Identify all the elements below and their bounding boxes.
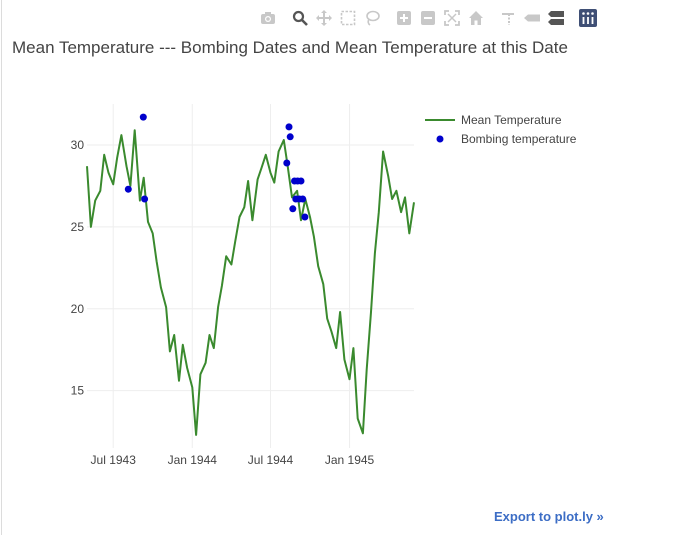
y-tick-label: 25 [71,220,85,234]
lasso-select-icon[interactable] [362,8,382,28]
camera-icon[interactable] [258,8,278,28]
bombing-point [289,205,297,213]
frame-border [1,0,2,535]
bombing-point [141,195,149,203]
export-link[interactable]: Export to plot.ly » [494,509,604,524]
bombing-point [297,177,305,185]
x-tick-label: Jan 1944 [168,453,218,467]
bombing-point [299,195,307,203]
spike-lines-icon[interactable] [498,8,518,28]
box-select-icon[interactable] [338,8,358,28]
hover-compare-icon[interactable] [546,8,566,28]
x-tick-label: Jul 1943 [91,453,137,467]
bombing-point [286,133,294,141]
bombing-point [301,213,309,221]
zoom-icon[interactable] [290,8,310,28]
legend-item-bombing: Bombing temperature [461,132,577,146]
legend-item-mean: Mean Temperature [461,113,562,127]
legend-marker-swatch [436,135,444,143]
y-tick-label: 20 [71,302,85,316]
zoom-in-icon[interactable] [394,8,414,28]
zoom-out-icon[interactable] [418,8,438,28]
plotly-logo-icon[interactable] [578,8,598,28]
x-tick-label: Jan 1945 [325,453,375,467]
chart-title: Mean Temperature --- Bombing Dates and M… [12,38,568,57]
pan-icon[interactable] [314,8,334,28]
y-tick-label: 30 [71,138,85,152]
autoscale-icon[interactable] [442,8,462,28]
bombing-point [139,113,147,121]
y-tick-label: 15 [71,384,85,398]
hover-closest-icon[interactable] [522,8,542,28]
mean-temperature-line [86,129,415,436]
bombing-point [285,123,293,131]
bombing-point [124,185,132,193]
bombing-point [283,159,291,167]
reset-axes-icon[interactable] [466,8,486,28]
modebar [258,8,602,28]
x-tick-label: Jul 1944 [248,453,294,467]
